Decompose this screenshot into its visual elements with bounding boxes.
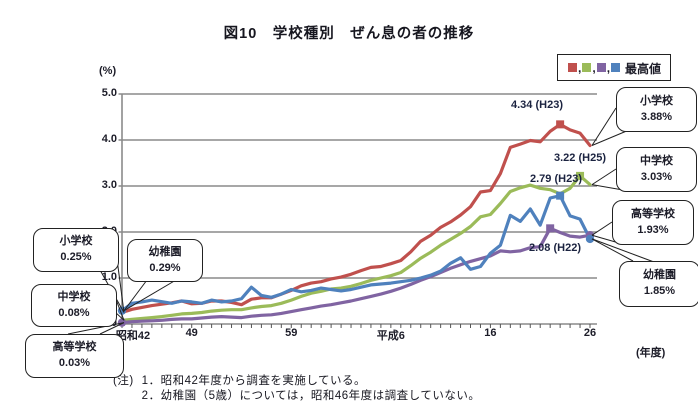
callout-left-小学校: 小学校 0.25%	[33, 228, 119, 272]
legend-swatch	[596, 63, 606, 72]
callout-label: 小学校	[59, 235, 93, 248]
callout-pointer-幼稚園	[591, 238, 655, 263]
callout-value: 3.88%	[640, 110, 673, 123]
callout-label: 小学校	[640, 94, 673, 107]
callout-pointer-中学校	[591, 168, 617, 186]
callout-value: 0.08%	[58, 306, 90, 319]
max-marker-小学校	[556, 120, 565, 129]
legend-separator: ,	[578, 61, 582, 75]
x-axis-unit: (年度)	[636, 347, 666, 359]
y-tick-label: 1.0	[101, 271, 117, 283]
callout-label: 高等学校	[52, 341, 97, 354]
legend: ,,, 最高値	[557, 54, 672, 81]
series-line-幼稚園	[120, 194, 592, 313]
legend-separator: ,	[592, 61, 596, 75]
callout-pointer-小学校	[116, 258, 125, 313]
callout-label: 高等学校	[631, 207, 675, 220]
y-tick-label: 4.0	[101, 133, 117, 145]
max-annotation-幼稚園: 2.79 (H23)	[530, 173, 582, 185]
callout-label: 中学校	[57, 290, 91, 303]
legend-swatch	[611, 63, 621, 72]
callout-right-幼稚園: 幼稚園 1.85%	[619, 261, 698, 307]
callout-value: 0.29%	[149, 261, 181, 274]
legend-swatch	[568, 63, 577, 72]
callout-left-幼稚園: 幼稚園 0.29%	[127, 239, 203, 282]
callout-pointer-小学校	[591, 129, 630, 146]
legend-swatch	[582, 63, 592, 72]
x-tick-label: 平成6	[376, 330, 405, 342]
callout-right-小学校: 小学校 3.88%	[616, 87, 697, 132]
max-annotation-高等学校: 2.08 (H22)	[529, 242, 581, 254]
callout-pointer-高等学校	[591, 221, 613, 236]
y-tick-label: 3.0	[101, 179, 117, 191]
callout-value: 0.25%	[60, 251, 92, 263]
notes: (注) 1．昭和42年度から調査を実施している。 2．幼稚園（5歳）については，昭…	[113, 374, 480, 404]
x-tick-label: 昭和42	[115, 330, 151, 342]
callout-value: 0.03%	[58, 357, 91, 369]
max-marker-幼稚園	[556, 191, 565, 200]
x-tick-label: 16	[484, 327, 497, 339]
notes-list: 1．昭和42年度から調査を実施している。 2．幼稚園（5歳）については，昭和46年…	[142, 374, 481, 404]
max-annotation-小学校: 4.34 (H23)	[511, 99, 563, 111]
end-dot-幼稚園	[585, 234, 595, 244]
legend-swatches: ,,,	[567, 61, 621, 75]
callout-pointer-小学校	[591, 107, 617, 146]
callout-pointer-幼稚園	[123, 279, 148, 311]
callout-value: 3.03%	[640, 170, 673, 183]
y-tick-label: 5.0	[101, 87, 117, 99]
max-marker-中学校	[576, 171, 585, 180]
callout-left-高等学校: 高等学校 0.03%	[25, 334, 124, 378]
y-axis-unit: (%)	[99, 65, 117, 77]
x-tick-label: 59	[285, 327, 298, 339]
callout-value: 1.93%	[637, 223, 669, 236]
callout-left-中学校: 中学校 0.08%	[31, 284, 117, 327]
callout-right-中学校: 中学校 3.03%	[616, 147, 697, 192]
callout-pointer-高等学校	[99, 322, 125, 335]
note-item: 2．幼稚園（5歳）については，昭和46年度は調査していない。	[141, 389, 481, 402]
series-line-中学校	[120, 174, 592, 322]
callout-pointer-幼稚園	[123, 279, 177, 312]
max-marker-高等学校	[546, 224, 555, 233]
figure-title: 図10 学校種別 ぜん息の者の推移	[223, 26, 475, 42]
callout-label: 幼稚園	[148, 245, 182, 258]
callout-value: 1.85%	[643, 285, 676, 297]
legend-label: 最高値	[625, 61, 662, 76]
max-annotation-中学校: 3.22 (H25)	[554, 152, 606, 164]
legend-separator: ,	[606, 61, 611, 75]
note-item: 1．昭和42年度から調査を実施している。	[141, 375, 367, 387]
callout-label: 幼稚園	[643, 269, 676, 282]
callout-pointer-中学校	[591, 184, 624, 191]
callout-label: 中学校	[640, 154, 673, 167]
notes-prefix: (注)	[113, 375, 134, 387]
callout-pointer-高等学校	[67, 322, 125, 335]
callout-right-高等学校: 高等学校 1.93%	[612, 200, 694, 245]
callout-pointer-幼稚園	[591, 238, 634, 262]
series-line-高等学校	[120, 226, 592, 325]
x-tick-label: 26	[583, 327, 597, 339]
x-tick-label: 49	[185, 327, 198, 339]
